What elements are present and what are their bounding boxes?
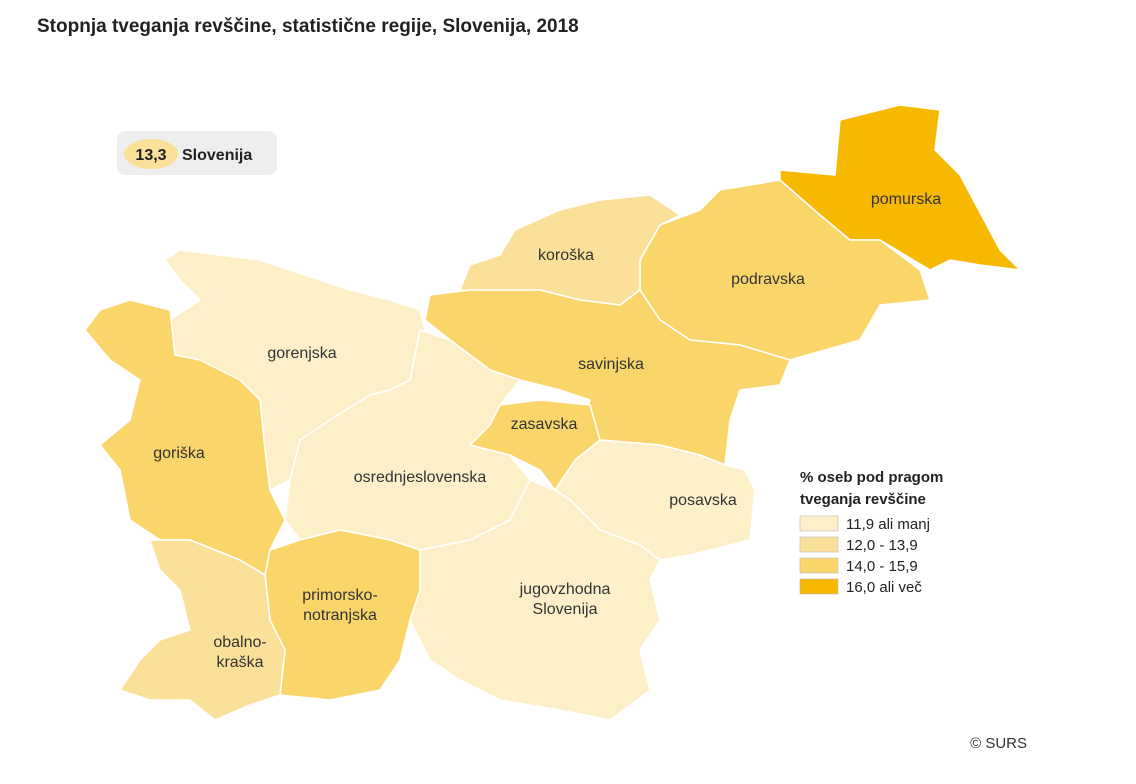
region-label: savinjska <box>578 356 644 373</box>
national-value: 13,3 <box>135 147 166 164</box>
region-label-line: Slovenija <box>533 601 598 618</box>
region-label: primorsko-notranjska <box>302 587 378 624</box>
regions <box>84 104 1021 721</box>
legend-swatch <box>799 578 839 595</box>
national-swatch <box>124 139 178 169</box>
region-label-line: kraška <box>216 654 263 671</box>
region-label-line: obalno- <box>213 634 266 651</box>
legend-swatch <box>799 515 839 532</box>
region <box>424 289 791 466</box>
legend-label: 12,0 - 13,9 <box>846 537 918 554</box>
region-label: goriška <box>153 445 205 462</box>
legend-title: % oseb pod pragom <box>800 469 943 486</box>
region-label: jugovzhodna Slovenija <box>519 581 611 618</box>
region-label: koroška <box>538 247 594 264</box>
region-label: osrednjeslovenska <box>354 469 487 486</box>
region <box>119 539 286 721</box>
legend-swatch <box>799 536 839 553</box>
region-label-line: primorsko- <box>302 587 378 604</box>
legend-title: tveganja revščine <box>800 491 926 508</box>
region-label: pomurska <box>871 191 941 208</box>
region-label: podravska <box>731 271 805 288</box>
region-label: obalno-kraška <box>213 634 266 671</box>
region <box>469 399 601 491</box>
region-labels: pomurska podravska koroška savinjska zas… <box>153 191 941 671</box>
legend-label: 11,9 ali manj <box>846 516 930 533</box>
national-name: Slovenija <box>182 147 252 164</box>
legend-swatch <box>799 557 839 574</box>
region-label-line: jugovzhodna <box>519 581 611 598</box>
region-label: gorenjska <box>267 345 336 362</box>
legend: % oseb pod pragom tveganja revščine 11,9 a… <box>799 469 943 596</box>
region-label: zasavska <box>511 416 578 433</box>
legend-label: 14,0 - 15,9 <box>846 558 918 575</box>
region-label: posavska <box>669 492 737 509</box>
credit: © SURS <box>970 735 1027 752</box>
region-label-line: notranjska <box>303 607 377 624</box>
legend-label: 16,0 ali več <box>846 579 922 596</box>
title: Stopnja tveganja revščine, statistične r… <box>37 16 579 37</box>
